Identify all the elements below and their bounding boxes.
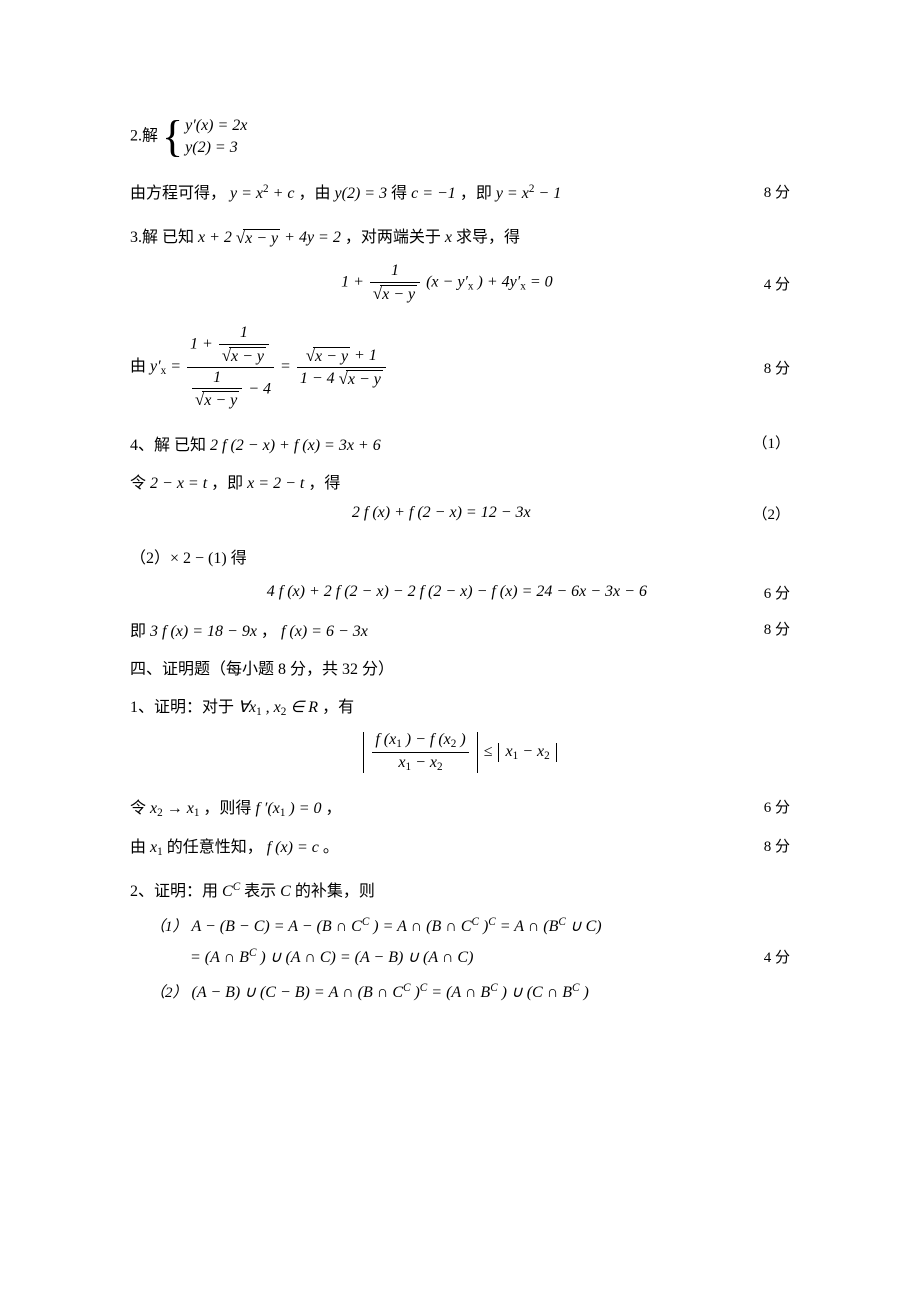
p2-label: 2.解 <box>130 128 158 145</box>
p2-sys-row1: y′(x) = 2x <box>185 115 247 137</box>
p2-system: 2.解 { y′(x) = 2x y(2) = 3 <box>130 115 790 159</box>
p4-eq2-label: （2） <box>752 503 790 524</box>
proof2-part2: （2） (A − B) ∪ (C − B) = A ∩ (B ∩ CC )C =… <box>130 981 790 1002</box>
p4-substitution: 令 2 − x = t ，即 x = 2 − t ，得 <box>130 469 790 493</box>
p3-score2: 8 分 <box>764 357 790 378</box>
section4-title: 四、证明题（每小题 8 分，共 32 分） <box>130 655 790 679</box>
proof2-score1: 4 分 <box>764 946 790 967</box>
p2-sys-row2: y(2) = 3 <box>185 137 247 159</box>
proof2-part1-line2: = (A ∩ BC ) ∪ (A ∩ C) = (A − B) ∪ (A ∩ C… <box>130 946 790 967</box>
p3-score1: 4 分 <box>764 273 790 294</box>
p2-score: 8 分 <box>764 181 790 202</box>
p4-eq2: 2 f (x) + f (2 − x) = 12 − 3x （2） <box>130 503 790 524</box>
p3-result: 由 y′x = 1 + 1 √x − y 1 √x − y − 4 <box>130 324 790 411</box>
p4-combine: （2）× 2 − (1) 得 <box>130 544 790 568</box>
p2-solution: 由方程可得， y = x2 + c ，由 y(2) = 3 得 c = −1 ，… <box>130 179 790 203</box>
proof2-intro: 2、证明：用 CC 表示 C 的补集，则 <box>130 877 790 901</box>
proof1-score1: 6 分 <box>764 796 790 817</box>
proof1-limit: 令 x2 → x1 ，则得 f ′(x1 ) = 0 ， 6 分 <box>130 794 790 819</box>
p4-final: 即 3 f (x) = 18 − 9x ， f (x) = 6 − 3x 8 分 <box>130 617 790 641</box>
p4-score1: 6 分 <box>764 582 790 603</box>
p4-given: 4、解 已知 2 f (2 − x) + f (x) = 3x + 6 （1） <box>130 431 790 455</box>
proof1-intro: 1、证明：对于 ∀x1 , x2 ∈ R ，有 <box>130 693 790 718</box>
p4-eq1-label: （1） <box>752 432 790 453</box>
p3-derivative: 1 + 1 √x − y (x − y′x ) + 4y′x = 0 4 分 <box>130 262 790 304</box>
proof1-score2: 8 分 <box>764 835 790 856</box>
proof2-part1-line1: （1） A − (B − C) = A − (B ∩ CC ) = A ∩ (B… <box>130 915 790 936</box>
p4-expand: 4 f (x) + 2 f (2 − x) − 2 f (2 − x) − f … <box>130 582 790 603</box>
p4-score2: 8 分 <box>764 618 790 639</box>
p3-given: 3.解 已知 x + 2 √x − y + 4y = 2 ，对两端关于 x 求导… <box>130 223 790 248</box>
proof1-inequality: f (x1 ) − f (x2 ) x1 − x2 ≤ x1 − x2 <box>130 731 790 773</box>
proof1-conclusion: 由 x1 的任意性知， f (x) = c 。 8 分 <box>130 833 790 858</box>
